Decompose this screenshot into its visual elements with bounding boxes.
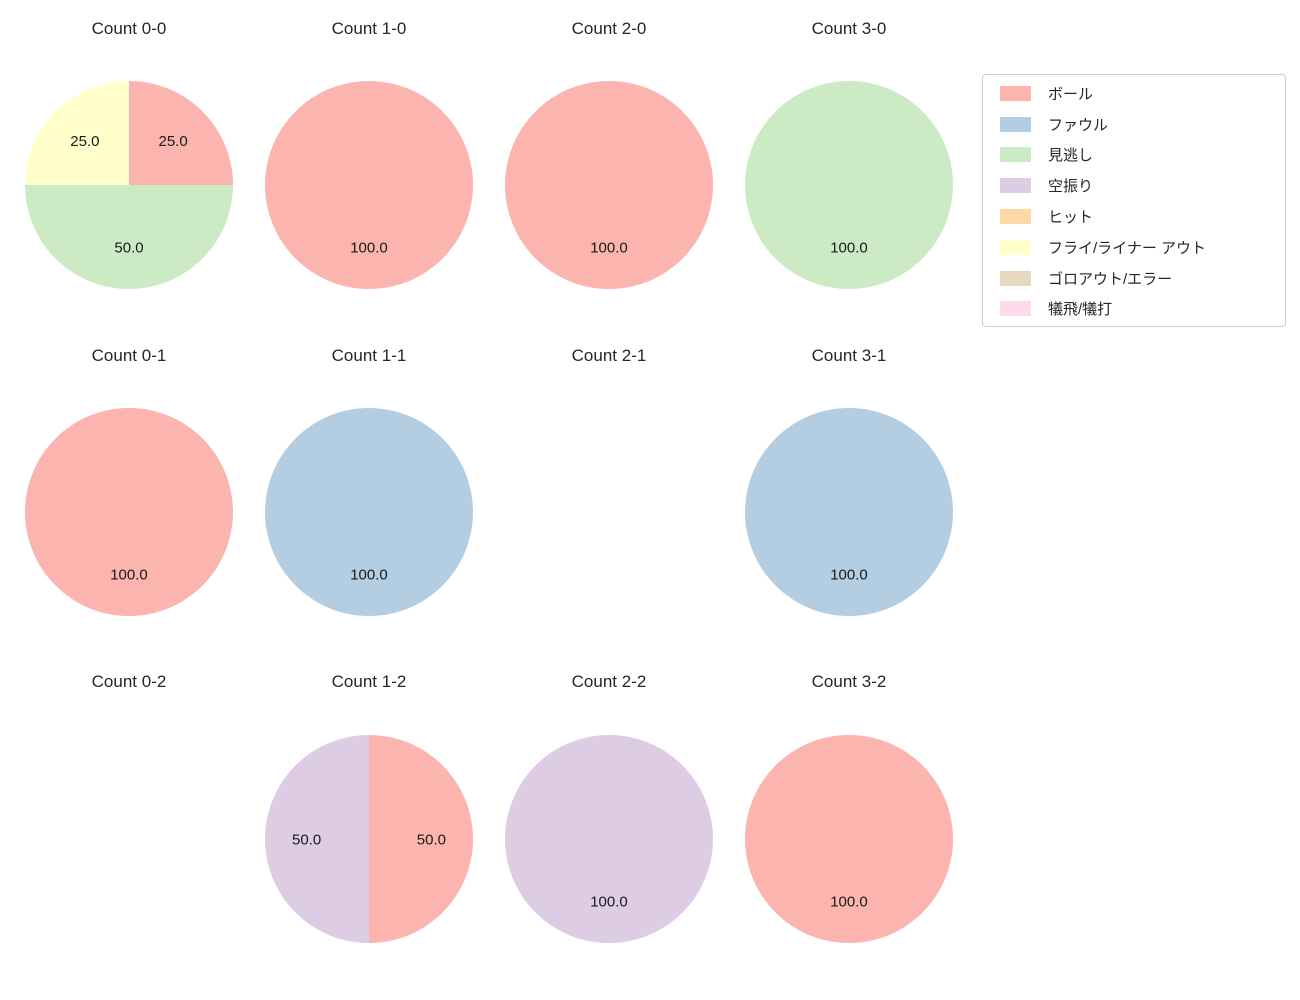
legend-swatch-ball xyxy=(1000,85,1031,101)
legend-label-fly-liner-out: フライ/ライナー アウト xyxy=(1048,239,1207,257)
pie-count-1-2: 50.0 50.0 xyxy=(265,734,473,943)
pie-value-label-ball: 25.0 xyxy=(158,133,187,150)
pie-value-label-swinging-strike: 100.0 xyxy=(590,893,628,910)
pie-slice-called-strike xyxy=(745,81,953,289)
pie-value-label-ball: 100.0 xyxy=(110,567,148,584)
pie-slice-swinging-strike xyxy=(505,734,713,943)
pie-value-label-ball: 100.0 xyxy=(590,240,628,257)
subplot-title-count-1-0: Count 1-0 xyxy=(331,18,407,38)
legend-item-sacrifice-fly-bunt: 犠飛/犠打 xyxy=(993,294,1275,325)
legend-item-hit: ヒット xyxy=(993,201,1275,232)
legend-swatch-sacrifice-fly-bunt xyxy=(1000,301,1031,317)
pie-slice-ball xyxy=(129,81,233,185)
pie-count-3-1: 100.0 xyxy=(745,408,953,616)
pie-value-label-ball: 50.0 xyxy=(417,831,446,848)
pie-value-label-fly-liner-out: 25.0 xyxy=(70,133,99,150)
legend-item-fly-liner-out: フライ/ライナー アウト xyxy=(993,232,1275,263)
legend-label-foul: ファウル xyxy=(1048,116,1109,134)
pie-value-label-called-strike: 50.0 xyxy=(114,240,143,257)
subplot-title-count-3-0: Count 3-0 xyxy=(811,18,887,38)
pie-slice-ball xyxy=(265,81,473,289)
legend-swatch-fly-liner-out xyxy=(1000,239,1031,255)
legend-item-ball: ボール xyxy=(993,78,1275,109)
legend-label-hit: ヒット xyxy=(1048,209,1094,227)
pie-count-0-1: 100.0 xyxy=(25,408,233,616)
subplot-title-count-2-1: Count 2-1 xyxy=(571,345,647,365)
pie-slice-swinging-strike xyxy=(265,734,369,943)
legend: ボールファウル見逃し空振りヒットフライ/ライナー アウト ゴロアウト/エラー 犠飛/… xyxy=(982,74,1286,327)
pie-slice-ball xyxy=(505,81,713,289)
legend-item-groundout-error: ゴロアウト/エラー xyxy=(993,263,1275,294)
legend-swatch-hit xyxy=(1000,209,1031,225)
legend-swatch-swinging-strike xyxy=(1000,178,1031,194)
subplot-title-count-3-1: Count 3-1 xyxy=(811,345,887,365)
pie-slice-foul xyxy=(265,408,473,616)
pie-count-3-2: 100.0 xyxy=(745,734,953,943)
subplot-title-count-0-2: Count 0-2 xyxy=(91,672,167,691)
subplot-title-count-3-2: Count 3-2 xyxy=(811,672,887,691)
pie-value-label-foul: 100.0 xyxy=(830,567,868,584)
legend-label-called-strike: 見逃し xyxy=(1048,147,1094,165)
pie-value-label-swinging-strike: 50.0 xyxy=(292,831,321,848)
subplot-title-count-2-2: Count 2-2 xyxy=(571,672,647,691)
pie-slice-ball xyxy=(745,734,953,943)
pie-value-label-ball: 100.0 xyxy=(830,893,868,910)
pie-count-1-0: 100.0 xyxy=(265,81,473,289)
pie-slice-fly-liner-out xyxy=(25,81,129,185)
legend-label-groundout-error: ゴロアウト/エラー xyxy=(1048,270,1173,288)
subplot-title-count-1-1: Count 1-1 xyxy=(331,345,407,365)
subplot-title-count-0-0: Count 0-0 xyxy=(91,18,167,38)
pie-count-2-2: 100.0 xyxy=(505,734,713,943)
legend-label-ball: ボール xyxy=(1048,85,1094,103)
legend-swatch-foul xyxy=(1000,116,1031,132)
pie-count-1-1: 100.0 xyxy=(265,408,473,616)
legend-label-swinging-strike: 空振り xyxy=(1048,178,1094,196)
legend-item-swinging-strike: 空振り xyxy=(993,170,1275,201)
legend-swatch-called-strike xyxy=(1000,147,1031,163)
subplot-title-count-2-0: Count 2-0 xyxy=(571,18,647,38)
pie-slice-ball xyxy=(25,408,233,616)
legend-item-foul: ファウル xyxy=(993,109,1275,140)
pie-value-label-foul: 100.0 xyxy=(350,567,388,584)
pie-slice-called-strike xyxy=(25,185,233,289)
legend-label-sacrifice-fly-bunt: 犠飛/犠打 xyxy=(1048,301,1113,319)
legend-swatch-groundout-error xyxy=(1000,270,1031,286)
pie-value-label-ball: 100.0 xyxy=(350,240,388,257)
subplot-title-count-0-1: Count 0-1 xyxy=(91,345,167,365)
pie-count-3-0: 100.0 xyxy=(745,81,953,289)
pie-slice-ball xyxy=(369,734,473,943)
subplot-title-count-1-2: Count 1-2 xyxy=(331,672,407,691)
pie-slice-foul xyxy=(745,408,953,616)
pie-count-2-0: 100.0 xyxy=(505,81,713,289)
legend-item-called-strike: 見逃し xyxy=(993,140,1275,171)
pie-value-label-called-strike: 100.0 xyxy=(830,240,868,257)
pie-count-0-0: 25.0 50.0 25.0 xyxy=(25,81,233,289)
